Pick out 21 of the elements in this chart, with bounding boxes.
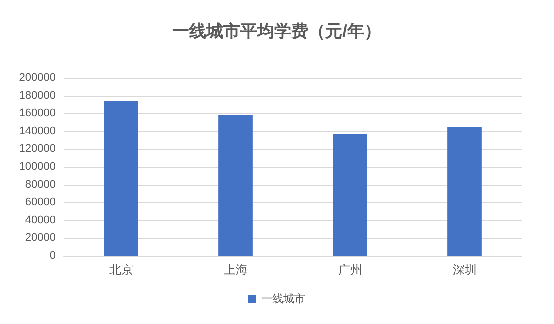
bar (104, 101, 138, 256)
y-tick-label: 80000 (25, 178, 56, 191)
legend-label: 一线城市 (262, 292, 306, 306)
y-tick-label: 0 (50, 250, 56, 262)
y-tick-label: 20000 (25, 232, 56, 244)
y-tick-label: 100000 (19, 161, 56, 173)
x-tick-label: 北京 (109, 263, 134, 277)
x-tick-label: 广州 (338, 263, 362, 277)
bar (333, 134, 368, 256)
y-tick-label: 60000 (25, 196, 56, 209)
bar (448, 126, 482, 256)
bar (218, 115, 253, 256)
y-tick-label: 120000 (19, 143, 56, 156)
y-tick-label: 40000 (25, 214, 56, 226)
x-tick-label: 深圳 (452, 263, 477, 277)
y-tick-label: 200000 (19, 72, 56, 84)
y-tick-label: 140000 (19, 125, 56, 138)
y-tick-label: 180000 (19, 90, 56, 102)
y-tick-label: 160000 (19, 108, 56, 120)
x-tick-label: 上海 (224, 263, 248, 277)
chart-title: 一线城市平均学费（元/年） (172, 22, 382, 41)
